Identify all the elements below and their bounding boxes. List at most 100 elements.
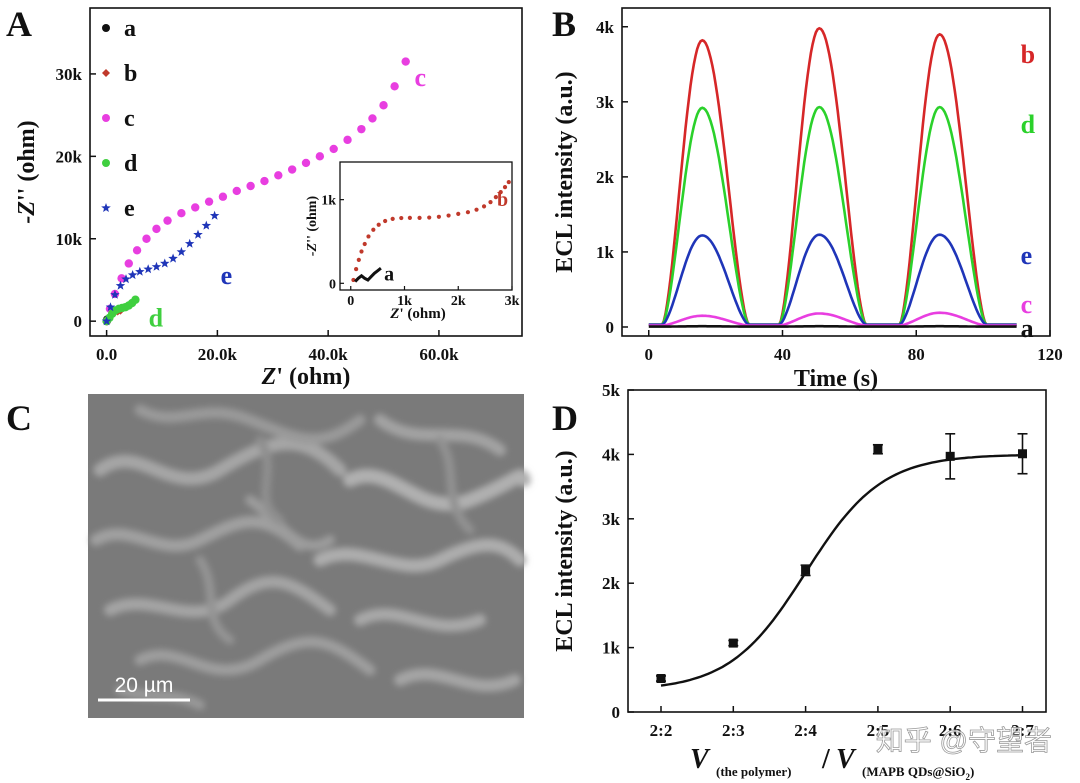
point-series-e [143,264,153,274]
panel-d-y-tick-label: 1k [602,639,621,658]
point-series-c [260,176,269,186]
x-label-v2: V [836,744,857,775]
panel-a-y-tick-label: 10k [56,230,83,249]
legend-marker-d [102,159,110,167]
panel-b-annotation-b: b [1021,40,1035,69]
point-series-e [115,280,126,290]
point-series-c [274,171,283,180]
panel-b-x-ticks: 0 40 80 120 [645,330,1063,364]
panel-b-y-tick-label: 3k [596,93,615,112]
inset-series-b [351,179,511,283]
panel-d-x-tick-label: 2:2 [650,721,673,740]
inset-point-series-b [474,207,479,212]
legend-marker-c [102,114,110,122]
line-series-d [648,105,1017,327]
panel-b-plot-area [648,26,1017,328]
point-series-c [191,203,200,212]
point-series-e [101,316,112,326]
panel-d-y-tick-label: 2k [602,574,621,593]
watermark-text: 知乎 @守望者 [876,725,1052,756]
panel-d-x-tick-label: 2:3 [722,721,745,740]
inset-point-series-b [376,222,381,227]
point-series-c [232,186,241,196]
x-label-v1: V [690,744,711,775]
line-series-b [648,26,1017,327]
panel-a-y-axis-label-var: -Z [14,201,40,224]
panel-b-annotations: b d eca [1021,40,1036,343]
x-label-sub2-text: (MAPB QDs@SiO [862,764,965,779]
panel-label-a: A [6,4,32,44]
inset-point-series-b [427,215,432,220]
point-series-c [390,82,399,91]
panel-d-y-tick-label: 3k [602,510,621,529]
panel-a-x-axis-label-var: Z [261,364,277,390]
panel-a-x-tick-label: 0.0 [96,345,117,364]
x-label-sub2: (MAPB QDs@SiO2) [862,764,974,782]
inset-x-axis-label: Z' (ohm) [389,306,445,322]
inset-point-series-b [417,215,422,220]
annotation-d: d [149,304,164,333]
legend-label-d: d [124,151,138,177]
point-series-d [131,295,140,304]
point-series-c [177,209,186,218]
inset-point-series-b [493,195,498,200]
inset-y-axis-label-var: -Z [305,242,320,256]
panel-d-y-tick-label: 5k [602,381,621,400]
point-series-c [368,114,377,123]
point-series-c [379,101,388,110]
inset-point-series-b [407,215,412,220]
panel-a-y-axis-label-unit: '' (ohm) [14,120,40,201]
inset-point-series-b [359,249,364,254]
legend-label-b: b [124,61,137,87]
panel-a-y-tick-label: 0 [74,312,83,331]
panel-d-y-axis-label: ECL intensity (a.u.) [552,450,578,651]
inset-point-series-b [390,216,395,221]
inset-point-series-b [399,215,404,221]
scale-bar-label: 20 µm [115,674,174,697]
panel-b-annotation-a: a [1021,314,1034,343]
inset-point-series-b [465,210,471,215]
panel-b-y-tick-label: 2k [596,168,615,187]
inset-point-series-b [383,218,388,224]
point-series-c [287,165,297,174]
point-marker [728,638,738,648]
panel-d-y-ticks: 0 1k 2k 3k 4k 5k [602,381,634,722]
inset-point-series-b [456,211,461,216]
inset-y-tick-label: 1k [321,194,336,209]
panel-b-annotation-e: e [1021,241,1033,270]
panel-b-y-tick-label: 0 [606,318,615,337]
legend-marker-a [102,24,110,32]
inset-point-series-b [446,213,451,218]
x-label-sub1: (the polymer) [716,764,791,779]
panel-b-x-tick-label: 40 [774,345,791,364]
inset-y-ticks: 0 1k [321,194,344,292]
panel-d-x-axis-label: V (the polymer) / V (MAPB QDs@SiO2) [690,744,974,782]
panel-a-x-tick-label: 60.0k [419,345,459,364]
point-series-c [124,259,133,268]
legend-marker-b [102,69,110,77]
line-series-e [648,233,1017,327]
point-series-c [218,192,228,201]
inset-y-axis-label: -Z'' (ohm) [305,196,320,257]
series-e [101,210,220,326]
inset-frame [339,161,513,291]
point-series-c [142,234,151,243]
point-series-c [246,181,255,191]
inset-point-series-b [351,277,356,283]
inset-y-axis-label-unit: '' (ohm) [305,196,320,243]
panel-b-annotation-d: d [1021,110,1036,139]
series-d [102,295,140,326]
panel-label-c: C [6,398,32,438]
inset-point-series-b [371,227,376,232]
point-series-c [401,57,410,66]
point-series-c [315,152,325,161]
panel-d-x-tick-label: 2:7 [1011,721,1034,740]
inset-line-series-a [354,267,382,283]
panel-b-y-tick-label: 1k [596,243,615,262]
panel-b-y-axis-label: ECL intensity (a.u.) [552,71,578,272]
point-marker [945,451,955,461]
inset-plot-area [351,179,511,283]
inset-point-series-b [502,184,508,190]
panel-b-x-tick-label: 0 [645,345,654,364]
